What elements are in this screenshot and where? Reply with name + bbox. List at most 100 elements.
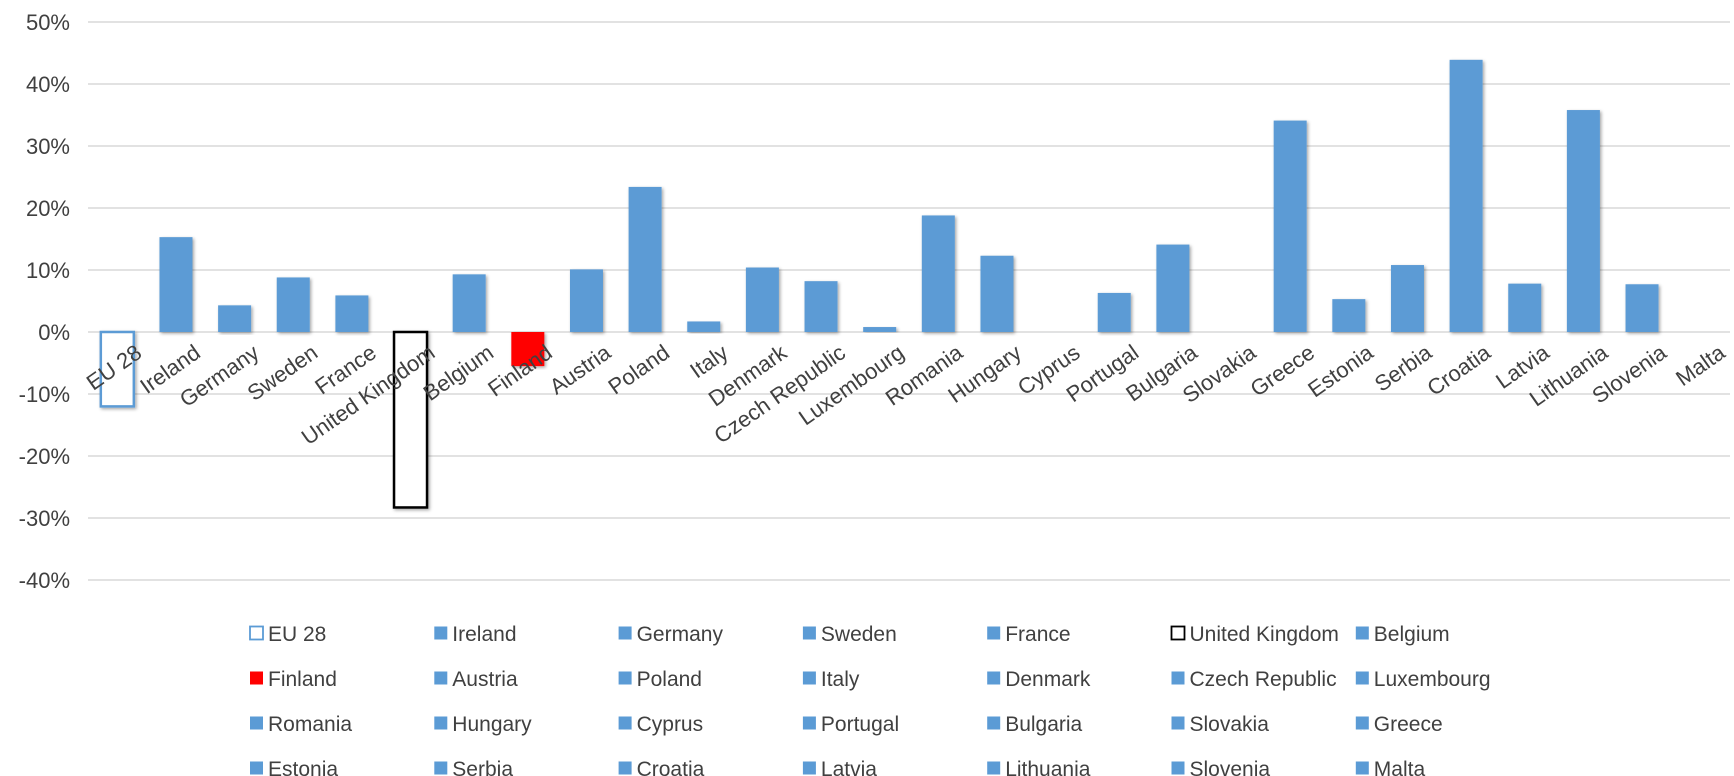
bar-croatia (1449, 59, 1483, 332)
y-tick-label: -20% (19, 444, 70, 469)
bar-germany (218, 305, 252, 332)
legend-label: Finland (268, 668, 337, 691)
category-label: Austria (545, 339, 616, 399)
legend-swatch (1171, 671, 1185, 685)
legend-swatch (618, 716, 632, 730)
legend-label: Latvia (821, 758, 877, 776)
bar-italy (687, 321, 721, 332)
bar-denmark (745, 267, 779, 332)
legend-label: Estonia (268, 758, 338, 776)
bar-czech-republic (804, 281, 838, 332)
legend-swatch (618, 671, 632, 685)
bar-poland (628, 186, 662, 332)
legend-swatch (250, 671, 263, 685)
legend-swatch (1355, 671, 1369, 685)
legend-label: Belgium (1374, 623, 1450, 646)
legend-label: Slovenia (1190, 758, 1271, 776)
y-tick-label: 0% (38, 320, 70, 345)
legend-label: France (1005, 623, 1070, 646)
bar-ireland (159, 237, 193, 332)
y-tick-label: -10% (19, 382, 70, 407)
legend-swatch (987, 761, 1001, 775)
legend-swatch (1171, 761, 1185, 775)
legend-label: Bulgaria (1005, 713, 1082, 736)
legend-label: Cyprus (637, 713, 704, 736)
legend: EU 28 Ireland Germany Sweden France United Ki… (249, 623, 1491, 776)
legend-label: Ireland (452, 623, 516, 646)
legend-swatch (987, 671, 1001, 685)
y-tick-label: -30% (19, 506, 70, 531)
bar-sweden (276, 277, 310, 332)
bar-serbia (1390, 265, 1424, 332)
legend-swatch (618, 761, 632, 775)
legend-swatch (987, 626, 1001, 640)
legend-label: Italy (821, 668, 860, 691)
legend-label: Slovakia (1190, 713, 1270, 736)
legend-label: Czech Republic (1190, 668, 1337, 691)
category-label: Malta (1671, 339, 1730, 391)
bar-hungary (980, 255, 1014, 332)
legend-label: United Kingdom (1190, 623, 1339, 646)
bar-portugal (1097, 292, 1131, 332)
y-tick-label: 20% (26, 196, 70, 221)
legend-swatch (987, 716, 1001, 730)
legend-label: Luxembourg (1374, 668, 1491, 691)
bar-united-kingdom (392, 330, 429, 509)
legend-swatch (434, 671, 448, 685)
bars (99, 59, 1718, 509)
legend-swatch (434, 761, 448, 775)
bar-bulgaria (1156, 244, 1190, 332)
bar-belgium (452, 274, 486, 332)
bar-slovenia (1625, 284, 1659, 332)
legend-swatch (802, 671, 816, 685)
legend-swatch (618, 626, 632, 640)
legend-label: Hungary (452, 713, 532, 736)
legend-swatch (434, 626, 448, 640)
y-tick-label: 50% (26, 10, 70, 35)
legend-label: Croatia (637, 758, 705, 776)
legend-swatch (802, 761, 816, 775)
y-tick-label: 30% (26, 134, 70, 159)
legend-label: Lithuania (1005, 758, 1091, 776)
legend-swatch (249, 625, 264, 641)
legend-label: Serbia (452, 758, 513, 776)
legend-swatch (1355, 626, 1369, 640)
legend-swatch (250, 761, 263, 775)
category-label: Poland (604, 340, 674, 400)
legend-swatch (1355, 716, 1369, 730)
legend-swatch (802, 716, 816, 730)
legend-label: Sweden (821, 623, 897, 646)
bar-estonia (1332, 299, 1366, 332)
legend-swatch (434, 716, 448, 730)
legend-label: Portugal (821, 713, 899, 736)
bar-eu-28 (99, 330, 136, 408)
bar-greece (1273, 120, 1307, 332)
legend-label: EU 28 (268, 623, 326, 646)
bar-luxembourg (863, 327, 897, 332)
bar-finland (511, 332, 545, 367)
bar-romania (921, 215, 955, 332)
legend-label: Poland (637, 668, 702, 691)
category-label: Croatia (1423, 339, 1496, 401)
category-label: Estonia (1303, 339, 1378, 402)
bar-latvia (1508, 283, 1542, 332)
y-tick-label: 40% (26, 72, 70, 97)
y-tick-label: -40% (19, 568, 70, 593)
legend-label: Austria (452, 668, 518, 691)
legend-swatch (1171, 716, 1185, 730)
legend-swatch (802, 626, 816, 640)
bar-austria (569, 269, 603, 332)
y-axis-tick-labels: -40% -30% -20% -10% 0% 10% 20% 30% 40% 50% (19, 10, 70, 593)
legend-label: Greece (1374, 713, 1443, 736)
gridlines (88, 21, 1730, 581)
legend-label: Malta (1374, 758, 1426, 776)
category-label: Greece (1246, 340, 1319, 402)
y-tick-label: 10% (26, 258, 70, 283)
legend-swatch (250, 716, 263, 730)
legend-label: Germany (637, 623, 724, 646)
legend-label: Romania (268, 713, 352, 736)
bar-lithuania (1566, 110, 1600, 332)
bar-france (335, 295, 369, 332)
legend-swatch (1170, 625, 1186, 641)
